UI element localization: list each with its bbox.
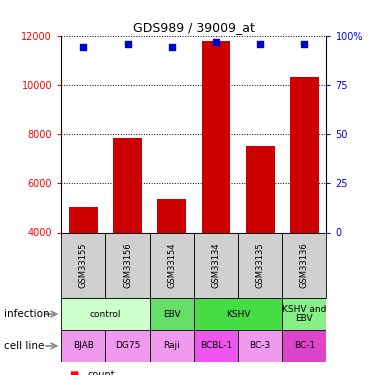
FancyBboxPatch shape xyxy=(150,330,194,362)
Text: BC-3: BC-3 xyxy=(250,341,271,350)
Bar xyxy=(201,40,230,232)
Text: control: control xyxy=(90,310,121,319)
Text: count: count xyxy=(87,370,115,375)
FancyBboxPatch shape xyxy=(282,232,326,298)
FancyBboxPatch shape xyxy=(150,232,194,298)
FancyBboxPatch shape xyxy=(194,298,282,330)
FancyBboxPatch shape xyxy=(282,298,326,330)
Bar xyxy=(69,207,98,232)
Text: KSHV and
EBV: KSHV and EBV xyxy=(282,305,326,323)
Bar xyxy=(113,138,142,232)
Text: GSM33155: GSM33155 xyxy=(79,243,88,288)
Text: GSM33135: GSM33135 xyxy=(256,243,265,288)
Bar xyxy=(290,78,319,232)
Text: GSM33156: GSM33156 xyxy=(123,243,132,288)
Point xyxy=(257,40,263,46)
Text: cell line: cell line xyxy=(4,341,44,351)
Text: infection: infection xyxy=(4,309,49,319)
Text: BC-1: BC-1 xyxy=(294,341,315,350)
FancyBboxPatch shape xyxy=(61,232,105,298)
Text: GSM33134: GSM33134 xyxy=(211,243,220,288)
Text: KSHV: KSHV xyxy=(226,310,250,319)
FancyBboxPatch shape xyxy=(282,330,326,362)
Text: EBV: EBV xyxy=(163,310,181,319)
FancyBboxPatch shape xyxy=(105,232,150,298)
Text: Raji: Raji xyxy=(163,341,180,350)
Text: GSM33154: GSM33154 xyxy=(167,243,176,288)
Point xyxy=(213,39,219,45)
FancyBboxPatch shape xyxy=(61,330,105,362)
Text: DG75: DG75 xyxy=(115,341,140,350)
Text: BCBL-1: BCBL-1 xyxy=(200,341,232,350)
Text: ■: ■ xyxy=(69,370,78,375)
Text: BJAB: BJAB xyxy=(73,341,94,350)
Title: GDS989 / 39009_at: GDS989 / 39009_at xyxy=(133,21,255,34)
FancyBboxPatch shape xyxy=(238,330,282,362)
FancyBboxPatch shape xyxy=(61,298,150,330)
FancyBboxPatch shape xyxy=(238,232,282,298)
FancyBboxPatch shape xyxy=(105,330,150,362)
FancyBboxPatch shape xyxy=(194,232,238,298)
FancyBboxPatch shape xyxy=(194,330,238,362)
Bar xyxy=(157,199,186,232)
Point xyxy=(169,45,175,51)
Point xyxy=(301,40,307,46)
FancyBboxPatch shape xyxy=(150,298,194,330)
Text: GSM33136: GSM33136 xyxy=(300,243,309,288)
Point xyxy=(125,40,131,46)
Bar xyxy=(246,146,275,232)
Point xyxy=(81,45,86,51)
